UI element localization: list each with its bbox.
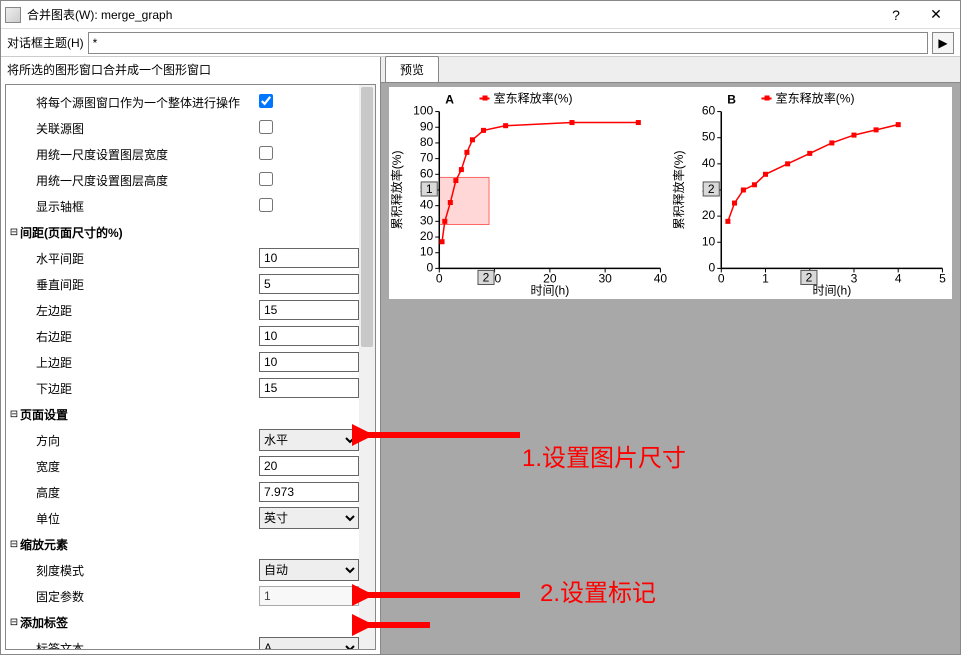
margin-right-label: 右边距 <box>36 328 259 345</box>
height-label: 高度 <box>36 484 259 501</box>
svg-text:20: 20 <box>420 229 434 243</box>
fixed-param-label: 固定参数 <box>36 588 259 605</box>
svg-text:40: 40 <box>420 198 434 212</box>
orientation-select[interactable]: 水平 <box>259 429 359 451</box>
svg-text:2: 2 <box>483 270 490 284</box>
svg-text:70: 70 <box>420 151 434 165</box>
svg-text:2: 2 <box>805 270 812 284</box>
app-icon <box>5 7 21 23</box>
svg-text:5: 5 <box>939 271 946 285</box>
form-panel: 将每个源图窗口作为一个整体进行操作 关联源图 用统一尺度设置图层宽度 用统一尺度… <box>5 84 376 650</box>
v-spacing-label: 垂直间距 <box>36 276 259 293</box>
margin-top-input[interactable] <box>259 352 359 372</box>
opt-show-axis-label: 显示轴框 <box>36 198 259 215</box>
dialog-theme-label: 对话框主题(H) <box>7 34 84 51</box>
svg-text:100: 100 <box>413 104 433 118</box>
window-title: 合并图表(W): merge_graph <box>27 6 876 23</box>
dialog-theme-menu-button[interactable]: ▶ <box>932 32 954 54</box>
margin-bottom-label: 下边距 <box>36 380 259 397</box>
opt-treat-whole-checkbox[interactable] <box>259 94 273 108</box>
svg-text:B: B <box>727 93 736 107</box>
annotation-text-1: 1.设置图片尺寸 <box>522 438 686 473</box>
svg-text:10: 10 <box>701 234 715 248</box>
svg-text:40: 40 <box>701 156 715 170</box>
help-button[interactable]: ? <box>876 2 916 28</box>
section-spacing: 间距(页面尺寸的%) <box>20 224 369 241</box>
margin-left-input[interactable] <box>259 300 359 320</box>
h-spacing-input[interactable] <box>259 248 359 268</box>
svg-text:10: 10 <box>420 245 434 259</box>
svg-text:时间(h): 时间(h) <box>812 284 851 298</box>
svg-text:20: 20 <box>701 208 715 222</box>
orientation-label: 方向 <box>36 432 259 449</box>
title-bar: 合并图表(W): merge_graph ? ✕ <box>1 1 960 29</box>
margin-left-label: 左边距 <box>36 302 259 319</box>
width-input[interactable] <box>259 456 359 476</box>
scale-mode-label: 刻度模式 <box>36 562 259 579</box>
opt-unify-width-checkbox[interactable] <box>259 146 273 160</box>
opt-show-axis-checkbox[interactable] <box>259 198 273 212</box>
scale-mode-select[interactable]: 自动 <box>259 559 359 581</box>
svg-text:30: 30 <box>420 213 434 227</box>
svg-text:0: 0 <box>427 260 434 274</box>
tree-toggle-label[interactable]: ⊟ <box>8 617 20 628</box>
form-scrollbar[interactable] <box>359 85 375 649</box>
margin-bottom-input[interactable] <box>259 378 359 398</box>
chart-a: 0102030405060708090100010203040A室东释放率(%)… <box>389 87 671 299</box>
svg-text:1: 1 <box>426 182 433 196</box>
tree-toggle-page[interactable]: ⊟ <box>8 409 20 420</box>
svg-text:室东释放率(%): 室东释放率(%) <box>494 91 573 106</box>
section-page: 页面设置 <box>20 406 369 423</box>
chart-b: 0102030405060012345B室东释放率(%)时间(h)累积释放率(%… <box>671 87 953 299</box>
svg-text:0: 0 <box>708 260 715 274</box>
tab-preview[interactable]: 预览 <box>385 56 439 82</box>
svg-text:1: 1 <box>762 271 769 285</box>
opt-unify-height-checkbox[interactable] <box>259 172 273 186</box>
svg-text:60: 60 <box>420 166 434 180</box>
opt-unify-height-label: 用统一尺度设置图层高度 <box>36 172 259 189</box>
svg-text:60: 60 <box>701 104 715 118</box>
svg-text:80: 80 <box>420 135 434 149</box>
dialog-theme-input[interactable] <box>88 32 928 54</box>
tree-toggle-scale[interactable]: ⊟ <box>8 539 20 550</box>
svg-text:2: 2 <box>707 182 714 196</box>
opt-link-source-checkbox[interactable] <box>259 120 273 134</box>
svg-text:40: 40 <box>654 271 668 285</box>
width-label: 宽度 <box>36 458 259 475</box>
svg-text:50: 50 <box>701 130 715 144</box>
preview-tabbar: 预览 <box>381 57 960 83</box>
svg-text:0: 0 <box>436 271 443 285</box>
unit-select[interactable]: 英寸 <box>259 507 359 529</box>
svg-text:90: 90 <box>420 119 434 133</box>
section-scale: 缩放元素 <box>20 536 369 553</box>
label-text-select[interactable]: A <box>259 637 359 650</box>
margin-top-label: 上边距 <box>36 354 259 371</box>
opt-treat-whole-label: 将每个源图窗口作为一个整体进行操作 <box>36 94 259 111</box>
svg-text:时间(h): 时间(h) <box>530 284 569 298</box>
tree-toggle-spacing[interactable]: ⊟ <box>8 227 20 238</box>
svg-text:室东释放率(%): 室东释放率(%) <box>775 91 854 106</box>
annotation-text-2: 2.设置标记 <box>540 573 656 608</box>
section-label: 添加标签 <box>20 614 369 631</box>
opt-unify-width-label: 用统一尺度设置图层宽度 <box>36 146 259 163</box>
label-text-label: 标签文本 <box>36 640 259 651</box>
close-button[interactable]: ✕ <box>916 2 956 28</box>
svg-text:0: 0 <box>717 271 724 285</box>
description-text: 将所选的图形窗口合并成一个图形窗口 <box>1 57 380 82</box>
fixed-param-value: 1 <box>259 586 359 606</box>
dialog-theme-row: 对话框主题(H) ▶ <box>1 29 960 57</box>
v-spacing-input[interactable] <box>259 274 359 294</box>
margin-right-input[interactable] <box>259 326 359 346</box>
svg-text:30: 30 <box>598 271 612 285</box>
height-input[interactable] <box>259 482 359 502</box>
opt-link-source-label: 关联源图 <box>36 120 259 137</box>
svg-text:3: 3 <box>850 271 857 285</box>
preview-area: 0102030405060708090100010203040A室东释放率(%)… <box>383 85 958 652</box>
svg-text:4: 4 <box>894 271 901 285</box>
svg-text:累积释放率(%): 累积释放率(%) <box>671 150 686 229</box>
svg-text:累积释放率(%): 累积释放率(%) <box>389 150 404 229</box>
h-spacing-label: 水平间距 <box>36 250 259 267</box>
unit-label: 单位 <box>36 510 259 527</box>
svg-text:A: A <box>445 93 454 107</box>
